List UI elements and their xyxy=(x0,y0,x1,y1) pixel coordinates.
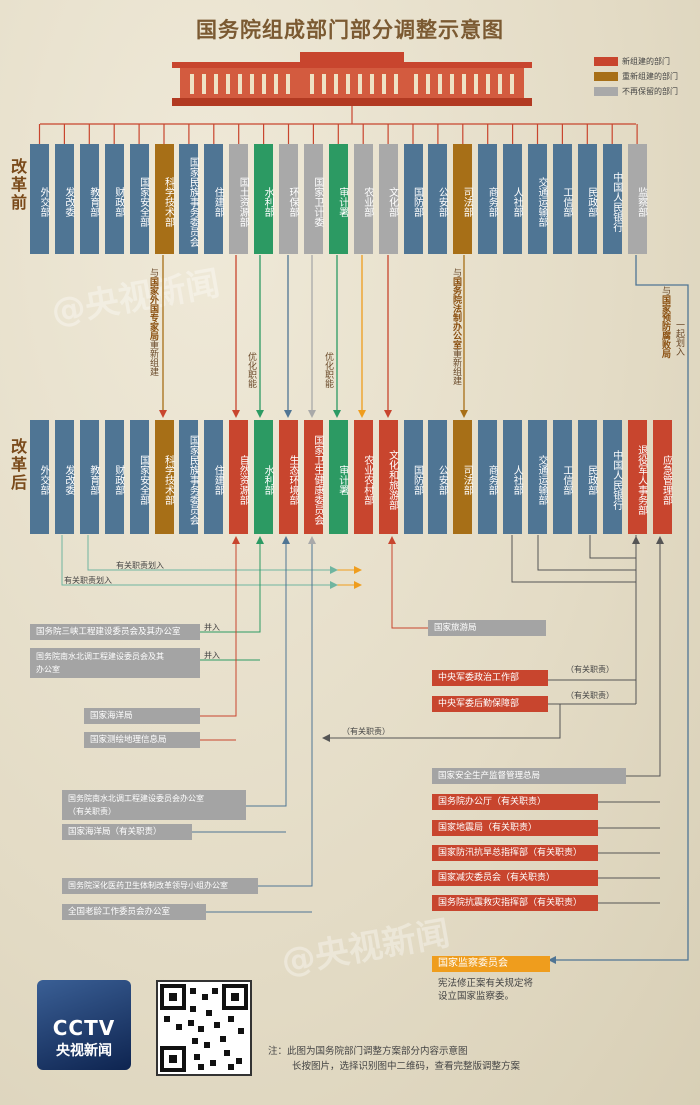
building-icon xyxy=(172,52,532,106)
dept-before-2: 教育部 xyxy=(79,144,99,254)
dept-before-20: 交通运输部 xyxy=(528,144,547,254)
legend-item-new: 新组建的部门 xyxy=(594,56,678,67)
dept-before-13: 农业部 xyxy=(353,144,373,254)
dept-before-8: 国土资源部 xyxy=(229,144,249,254)
source-box-lvyou: 国家旅游局 xyxy=(428,620,546,636)
dept-after-2: 教育部 xyxy=(79,420,99,534)
cctv-logo: CCTV 央视新闻 xyxy=(37,980,131,1070)
source-box-jianzai: 国家减灾委员会（有关职责） xyxy=(432,870,598,886)
dept-before-9: 水利部 xyxy=(254,144,274,254)
era-before-label: 改革前 xyxy=(10,157,27,212)
dept-before-4: 国家安全部 xyxy=(129,144,149,254)
annotation-jiancha-suffix: 一起划入 xyxy=(674,320,684,356)
source-box-anquan: 国家安全生产监督管理总局 xyxy=(432,768,626,784)
annotation-keji: 与国家外国专家局重新组建 xyxy=(148,268,158,376)
dept-before-5: 科学技术部 xyxy=(154,144,174,254)
dept-after-17: 司法部 xyxy=(453,420,473,534)
page-title: 国务院组成部门部分调整示意图 xyxy=(196,18,504,42)
dept-before-18: 商务部 xyxy=(478,144,498,254)
qr-code-icon xyxy=(160,984,248,1072)
dept-after-7: 住建部 xyxy=(204,420,224,534)
transfer-label: 有关职责划入 xyxy=(116,561,164,570)
source-box-laoling: 全国老龄工作委员会办公室 xyxy=(62,904,206,920)
dept-after-0: 外交部 xyxy=(30,420,49,534)
era-after-label: 改革后 xyxy=(10,437,27,492)
dept-before-0: 外交部 xyxy=(30,144,49,254)
dept-before-11: 国家卫计委 xyxy=(303,144,323,254)
dept-after-6: 国家民族事务委员会 xyxy=(179,420,199,534)
source-box-nanshui: 国务院南水北调工程建设委员会及其 办公室 xyxy=(30,648,200,678)
annotation-jiancha: 与国家预防腐败局 xyxy=(660,286,670,358)
source-box-fangxun: 国家防汛抗旱总指挥部（有关职责） xyxy=(432,845,598,861)
dept-after-18: 商务部 xyxy=(478,420,498,534)
dept-before-23: 中国人民银行 xyxy=(602,144,622,254)
dept-after-13: 农业农村部 xyxy=(353,420,373,534)
dept-after-4: 国家安全部 xyxy=(129,420,149,534)
jiancha-note: 宪法修正案有关规定将 设立国家监察委。 xyxy=(438,978,534,1002)
dept-before-14: 文化部 xyxy=(378,144,398,254)
merge-label: 并入 xyxy=(204,651,220,660)
source-box-nanshui-office: 国务院南水北调工程建设委员会办公室 （有关职责） xyxy=(62,790,246,820)
annotation-sifa: 与国务院法制办公室重新组建 xyxy=(451,268,461,385)
legend-item-rebuilt: 重新组建的部门 xyxy=(594,71,678,82)
dept-after-3: 财政部 xyxy=(104,420,124,534)
dept-after-25: 应急管理部 xyxy=(652,420,672,534)
merge-label: 并入 xyxy=(204,623,220,632)
source-box-haiyang: 国家海洋局 xyxy=(84,708,200,724)
transfer-label: 有关职责划入 xyxy=(64,576,112,585)
dept-before-24: 监察部 xyxy=(627,144,647,254)
duty-label: （有关职责） xyxy=(342,727,390,736)
annotation-shuili: 优化职能 xyxy=(246,352,256,388)
dept-after-9: 水利部 xyxy=(254,420,274,534)
source-box-jiancha-wei: 国家监察委员会 xyxy=(432,956,550,972)
dept-before-12: 审计署 xyxy=(328,144,348,254)
dept-after-1: 发改委 xyxy=(54,420,74,534)
dept-before-1: 发改委 xyxy=(54,144,74,254)
duty-label: （有关职责） xyxy=(566,665,614,674)
source-box-bangong: 国务院办公厅（有关职责） xyxy=(432,794,598,810)
dept-after-24: 退役军人事务部 xyxy=(627,420,647,534)
dept-after-8: 自然资源部 xyxy=(229,420,249,534)
dept-before-15: 国防部 xyxy=(403,144,423,254)
source-box-zhengzhi: 中央军委政治工作部 xyxy=(432,670,548,686)
duty-label: （有关职责） xyxy=(566,691,614,700)
dept-before-16: 公安部 xyxy=(428,144,448,254)
qr-code[interactable] xyxy=(156,980,252,1076)
dept-before-6: 国家民族事务委员会 xyxy=(179,144,199,254)
source-box-dizhen: 国家地震局（有关职责） xyxy=(432,820,598,836)
dept-before-22: 民政部 xyxy=(577,144,597,254)
dept-after-5: 科学技术部 xyxy=(154,420,174,534)
dept-after-19: 人社部 xyxy=(503,420,523,534)
dept-after-10: 生态环境部 xyxy=(279,420,298,534)
dept-after-22: 民政部 xyxy=(577,420,597,534)
source-box-sanxia: 国务院三峡工程建设委员会及其办公室 xyxy=(30,624,200,640)
dept-after-21: 工信部 xyxy=(552,420,572,534)
source-box-houqin: 中央军委后勤保障部 xyxy=(432,696,548,712)
footer-note: 注：此图为国务院部门调整方案部分内容示意图 长按图片，选择识别图中二维码，查看完… xyxy=(268,1046,521,1072)
dept-before-17: 司法部 xyxy=(453,144,473,254)
dept-before-21: 工信部 xyxy=(552,144,572,254)
dept-before-19: 人社部 xyxy=(503,144,523,254)
dept-before-10: 环保部 xyxy=(279,144,298,254)
legend: 新组建的部门 重新组建的部门 不再保留的部门 xyxy=(594,56,678,101)
annotation-shenji: 优化职能 xyxy=(323,352,333,388)
source-box-cehui: 国家测绘地理信息局 xyxy=(84,732,200,748)
dept-after-14: 文化和旅游部 xyxy=(378,420,398,534)
source-box-kangzhen: 国务院抗震救灾指挥部（有关职责） xyxy=(432,895,598,911)
source-box-haiyang-duty: 国家海洋局（有关职责） xyxy=(62,824,192,840)
legend-item-removed: 不再保留的部门 xyxy=(594,86,678,97)
dept-after-12: 审计署 xyxy=(328,420,348,534)
dept-after-11: 国家卫生健康委员会 xyxy=(303,420,323,534)
dept-before-3: 财政部 xyxy=(104,144,124,254)
dept-after-15: 国防部 xyxy=(403,420,423,534)
dept-before-7: 住建部 xyxy=(204,144,224,254)
dept-after-23: 中国人民银行 xyxy=(602,420,622,534)
dept-after-20: 交通运输部 xyxy=(528,420,547,534)
dept-after-16: 公安部 xyxy=(428,420,448,534)
source-box-yigai: 国务院深化医药卫生体制改革领导小组办公室 xyxy=(62,878,258,894)
